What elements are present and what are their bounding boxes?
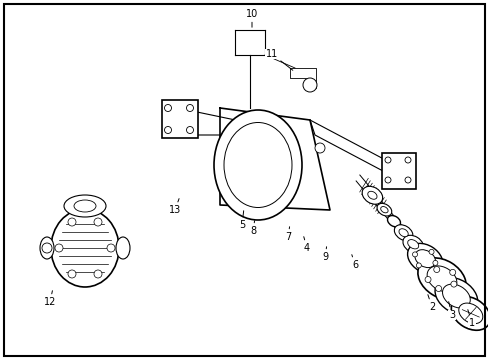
Text: 12: 12: [44, 291, 56, 307]
Circle shape: [68, 218, 76, 226]
Ellipse shape: [51, 209, 119, 287]
Ellipse shape: [417, 258, 465, 300]
Text: 1: 1: [467, 310, 474, 328]
Circle shape: [424, 276, 430, 283]
Circle shape: [384, 177, 390, 183]
Circle shape: [186, 104, 193, 112]
Text: 8: 8: [249, 221, 256, 236]
Circle shape: [94, 270, 102, 278]
Ellipse shape: [367, 191, 376, 199]
Bar: [162, 100, 198, 138]
Circle shape: [94, 218, 102, 226]
Circle shape: [415, 263, 421, 268]
Ellipse shape: [362, 186, 382, 204]
Circle shape: [55, 244, 63, 252]
Polygon shape: [309, 120, 399, 180]
Text: 4: 4: [303, 237, 309, 253]
Ellipse shape: [398, 229, 407, 237]
Circle shape: [68, 270, 76, 278]
Circle shape: [314, 143, 325, 153]
Circle shape: [450, 281, 456, 287]
Ellipse shape: [64, 195, 106, 217]
Circle shape: [164, 126, 171, 134]
Polygon shape: [220, 108, 329, 210]
Circle shape: [164, 104, 171, 112]
Circle shape: [404, 157, 410, 163]
Circle shape: [404, 177, 410, 183]
Text: 13: 13: [168, 199, 181, 215]
Ellipse shape: [393, 225, 412, 241]
Circle shape: [186, 126, 193, 134]
Circle shape: [303, 78, 316, 92]
Ellipse shape: [414, 250, 434, 267]
Ellipse shape: [376, 203, 391, 216]
Circle shape: [384, 157, 390, 163]
Ellipse shape: [442, 284, 469, 308]
Circle shape: [432, 260, 437, 265]
Ellipse shape: [214, 110, 302, 220]
Circle shape: [433, 266, 439, 273]
Text: 11: 11: [265, 49, 292, 70]
Ellipse shape: [40, 237, 54, 259]
Polygon shape: [197, 112, 244, 135]
Circle shape: [412, 252, 417, 257]
Circle shape: [435, 285, 441, 292]
Text: 3: 3: [448, 302, 454, 320]
Ellipse shape: [458, 303, 482, 324]
Bar: [381, 153, 415, 189]
Text: 9: 9: [321, 247, 327, 262]
Text: 10: 10: [245, 9, 258, 27]
Circle shape: [449, 269, 455, 275]
Text: 2: 2: [427, 294, 434, 312]
Ellipse shape: [407, 240, 418, 249]
Text: 7: 7: [285, 227, 290, 242]
Circle shape: [428, 249, 433, 255]
Ellipse shape: [386, 216, 400, 227]
Ellipse shape: [450, 296, 488, 330]
Circle shape: [107, 244, 115, 252]
Circle shape: [42, 243, 52, 253]
Ellipse shape: [380, 207, 387, 213]
Ellipse shape: [116, 237, 130, 259]
Ellipse shape: [434, 278, 477, 315]
Ellipse shape: [74, 200, 96, 212]
Text: 5: 5: [238, 211, 244, 230]
Ellipse shape: [407, 243, 442, 274]
Text: 6: 6: [351, 255, 357, 270]
Ellipse shape: [426, 266, 456, 292]
Ellipse shape: [224, 122, 291, 207]
Ellipse shape: [402, 235, 423, 253]
